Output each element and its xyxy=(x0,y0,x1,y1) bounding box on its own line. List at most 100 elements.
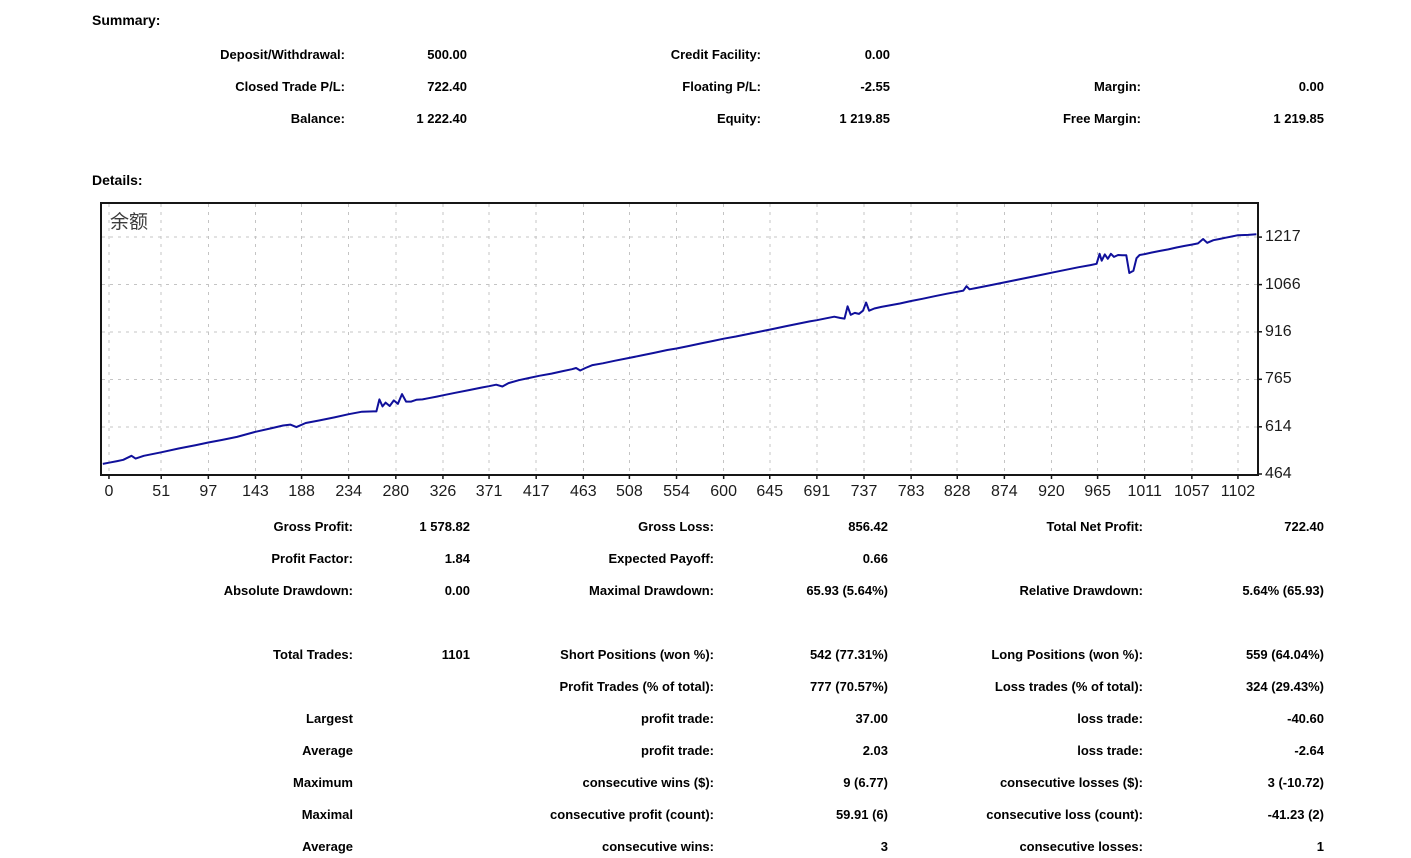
stat-label: Maximum xyxy=(293,775,353,790)
table-row: Total Trades: 1101 Short Positions (won %)… xyxy=(0,639,1411,671)
stat-value: 0.66 xyxy=(862,551,888,566)
stat-value: 1 219.85 xyxy=(1273,111,1324,126)
stat-label xyxy=(890,39,1141,71)
table-row: Balance: 1 222.40 Equity: 1 219.85 Free Marg… xyxy=(0,103,1411,135)
stat-label: Profit Factor: xyxy=(271,551,353,566)
stat-label: consecutive loss (count): xyxy=(986,807,1143,822)
stat-value: 0.00 xyxy=(1298,79,1324,94)
stat-label: Profit Trades (% of total): xyxy=(559,679,714,694)
stat-value xyxy=(353,671,470,703)
stat-value: 0.00 xyxy=(864,47,890,62)
x-axis-label: 326 xyxy=(429,483,457,500)
x-axis-label: 188 xyxy=(288,483,315,500)
stat-label: profit trade: xyxy=(641,711,714,726)
stat-label: Absolute Drawdown: xyxy=(223,583,353,598)
stat-label: Expected Payoff: xyxy=(608,551,714,566)
stat-value xyxy=(353,607,470,639)
stat-value: 1 578.82 xyxy=(419,519,470,534)
x-axis-label: 508 xyxy=(616,483,643,500)
stat-label: consecutive losses ($): xyxy=(999,775,1143,790)
chart-title: 余额 xyxy=(110,212,149,233)
x-axis-label: 874 xyxy=(991,483,1018,500)
stat-label: Gross Loss: xyxy=(638,519,714,534)
x-axis-label: 1057 xyxy=(1174,483,1210,500)
details-heading: Details: xyxy=(92,172,143,188)
table-row: Profit Factor: 1.84 Expected Payoff: 0.66 xyxy=(0,543,1411,575)
stat-label: Balance: xyxy=(290,111,345,126)
x-axis-label: 691 xyxy=(803,483,831,500)
stat-label: Relative Drawdown: xyxy=(1019,583,1143,598)
summary-heading: Summary: xyxy=(92,12,161,28)
table-row: Closed Trade P/L: 722.40 Floating P/L: -2.5… xyxy=(0,71,1411,103)
stat-label: Loss trades (% of total): xyxy=(994,679,1143,694)
balance-curve-plot xyxy=(102,204,1262,479)
stat-label: Short Positions (won %): xyxy=(560,647,714,662)
table-row: Average consecutive wins: 3 consecutive los… xyxy=(0,831,1411,858)
stat-label: consecutive wins ($): xyxy=(582,775,714,790)
x-axis-label: 645 xyxy=(756,483,784,500)
stat-value: -2.64 xyxy=(1294,743,1324,758)
stat-label: Maximal Drawdown: xyxy=(589,583,714,598)
table-row: Deposit/Withdrawal: 500.00 Credit Facility… xyxy=(0,39,1411,71)
stat-value xyxy=(1143,543,1324,575)
stat-label: Margin: xyxy=(1094,79,1141,94)
x-axis-label: 965 xyxy=(1084,483,1111,500)
table-row: Profit Trades (% of total): 777 (70.57%) L… xyxy=(0,671,1411,703)
stat-value: 5.64% (65.93) xyxy=(1242,583,1324,598)
balance-series-line xyxy=(102,233,1257,465)
stat-value: 1.84 xyxy=(444,551,470,566)
table-row: Average profit trade: 2.03 loss trade: -2.64 xyxy=(0,735,1411,767)
stat-value: 856.42 xyxy=(848,519,888,534)
stat-label: Maximal xyxy=(301,807,353,822)
stat-label: Largest xyxy=(306,711,353,726)
stat-value: -2.55 xyxy=(860,79,890,94)
x-axis-label: 417 xyxy=(522,483,550,500)
stat-label: Deposit/Withdrawal: xyxy=(220,47,345,62)
stat-value xyxy=(353,767,470,799)
y-axis-label: 464 xyxy=(1265,465,1292,482)
stat-label: Credit Facility: xyxy=(670,47,761,62)
stat-label: Long Positions (won %): xyxy=(991,647,1143,662)
stat-label: Gross Profit: xyxy=(273,519,353,534)
stat-label: consecutive profit (count): xyxy=(550,807,714,822)
stat-label: profit trade: xyxy=(641,743,714,758)
stat-value xyxy=(1143,607,1324,639)
stat-label: consecutive losses: xyxy=(1019,839,1143,854)
stat-value xyxy=(714,607,888,639)
stat-value: 37.00 xyxy=(855,711,888,726)
stat-value xyxy=(353,735,470,767)
x-axis-label: 0 xyxy=(104,483,114,500)
y-axis-label: 765 xyxy=(1265,370,1292,388)
stat-label xyxy=(0,671,353,703)
y-axis-label: 1217 xyxy=(1265,228,1301,246)
table-row xyxy=(0,607,1411,639)
stat-value xyxy=(353,703,470,735)
stat-label xyxy=(888,607,1143,639)
stat-value: 1 219.85 xyxy=(839,111,890,126)
x-axis-label: 1011 xyxy=(1127,483,1162,500)
table-row: Gross Profit: 1 578.82 Gross Loss: 856.42 To… xyxy=(0,511,1411,543)
stat-label: Total Net Profit: xyxy=(1046,519,1143,534)
stat-label xyxy=(0,607,353,639)
stat-value: 9 (6.77) xyxy=(843,775,888,790)
stat-value: 559 (64.04%) xyxy=(1245,647,1324,662)
x-axis-label: 783 xyxy=(897,483,925,500)
stat-value: 0.00 xyxy=(444,583,470,598)
y-axis-label: 614 xyxy=(1265,417,1292,435)
stat-label: Total Trades: xyxy=(273,647,353,662)
x-axis-label: 143 xyxy=(242,483,269,500)
stat-value: 2.03 xyxy=(862,743,888,758)
stat-label: Free Margin: xyxy=(1062,111,1141,126)
table-row: Maximal consecutive profit (count): 59.91 … xyxy=(0,799,1411,831)
stat-value xyxy=(353,831,470,858)
stat-label: Equity: xyxy=(716,111,761,126)
summary-table: Deposit/Withdrawal: 500.00 Credit Facility… xyxy=(0,39,1411,135)
x-axis-label: 371 xyxy=(475,483,503,500)
details-table: Gross Profit: 1 578.82 Gross Loss: 856.42 To… xyxy=(0,511,1411,858)
x-axis-label: 51 xyxy=(152,483,171,500)
x-axis-label: 554 xyxy=(663,483,690,500)
x-axis-label: 828 xyxy=(943,483,971,500)
x-axis-label: 234 xyxy=(335,483,363,500)
stat-value: -41.23 (2) xyxy=(1267,807,1324,822)
